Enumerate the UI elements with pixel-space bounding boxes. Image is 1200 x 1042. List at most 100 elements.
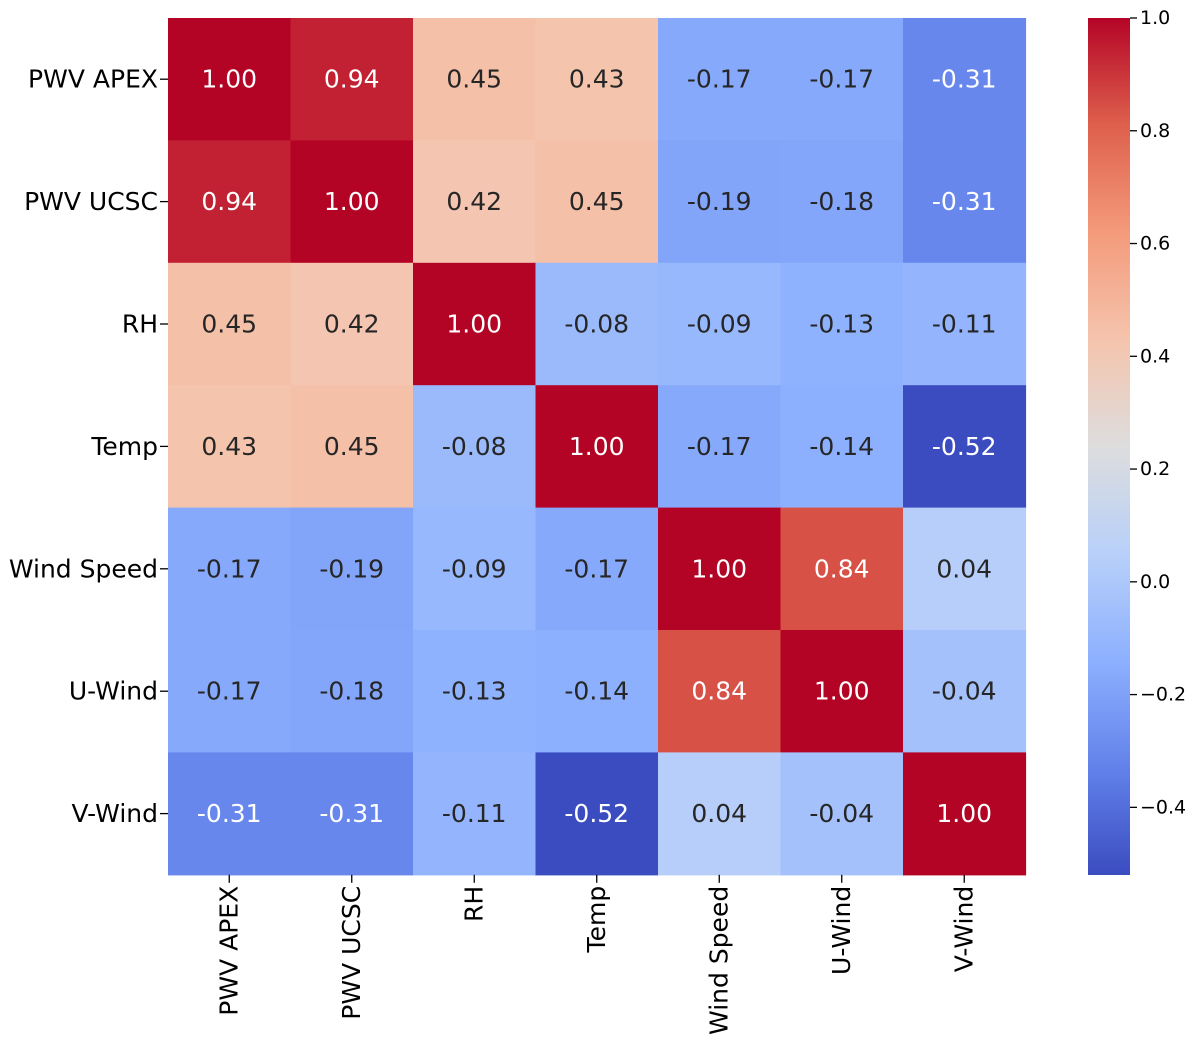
heatmap-cell-labels: 1.00 0.94 0.45 0.43 -0.17 -0.17 -0.31 0.94 1.00 0… [197, 65, 997, 828]
y-tick-label: U-Wind [69, 677, 158, 706]
heatmap-cell [658, 630, 782, 753]
heatmap-cell [290, 385, 414, 509]
heatmap-cell-label: -0.08 [564, 310, 629, 339]
heatmap-cell [535, 18, 659, 141]
heatmap-cell-label: -0.19 [687, 187, 752, 216]
heatmap-cell [168, 18, 292, 141]
y-tick-label: PWV APEX [28, 65, 158, 94]
heatmap-cell-label: 0.43 [201, 432, 257, 461]
heatmap-cell [903, 507, 1027, 631]
heatmap-cell [413, 262, 537, 386]
x-tick-label: V-Wind [950, 886, 979, 972]
heatmap-cell [780, 18, 904, 141]
colorbar-tick-label: 1.0 [1140, 7, 1170, 29]
y-tick-label: Wind Speed [9, 554, 158, 583]
heatmap-cell-label: 0.04 [691, 799, 747, 828]
heatmap-cell [535, 507, 659, 631]
heatmap-cell-label: -0.04 [809, 799, 874, 828]
heatmap-cell [903, 18, 1027, 141]
heatmap-cell [290, 507, 414, 631]
colorbar-tick-label: −0.2 [1140, 684, 1186, 706]
heatmap-cell [780, 262, 904, 386]
heatmap-cell-label: 0.45 [446, 65, 502, 94]
heatmap-cell [535, 262, 659, 386]
colorbar-tick-label: 0.4 [1140, 345, 1170, 367]
heatmap-cell [658, 752, 782, 876]
x-tick-label: Temp [582, 886, 611, 954]
heatmap-cells [168, 18, 1027, 876]
heatmap-cell-label: -0.14 [809, 432, 874, 461]
heatmap-cell [780, 140, 904, 264]
heatmap-cell [903, 752, 1027, 876]
colorbar-gradient [1088, 18, 1130, 875]
heatmap-cell-label: -0.13 [442, 677, 507, 706]
heatmap-cell-label: 0.42 [324, 310, 380, 339]
heatmap-cell-label: 0.45 [569, 187, 625, 216]
colorbar-tick-label: 0.2 [1140, 458, 1170, 480]
x-tick-label: U-Wind [827, 886, 856, 975]
heatmap-cell-label: -0.11 [932, 310, 997, 339]
heatmap-cell-label: 0.43 [569, 65, 625, 94]
heatmap-cell [168, 752, 292, 876]
heatmap-cell-label: 0.84 [814, 554, 870, 583]
heatmap-cell [168, 507, 292, 631]
heatmap-cell [413, 18, 537, 141]
heatmap-cell [903, 630, 1027, 753]
heatmap-cell [903, 262, 1027, 386]
heatmap-cell-label: 1.00 [936, 799, 992, 828]
heatmap-cell-label: -0.11 [442, 799, 507, 828]
heatmap-cell [413, 385, 537, 509]
heatmap-cell [290, 752, 414, 876]
heatmap-cell-label: -0.31 [932, 187, 997, 216]
heatmap-cell-label: -0.31 [197, 799, 262, 828]
x-tick-label: Wind Speed [705, 886, 734, 1035]
heatmap-cell-label: -0.08 [442, 432, 507, 461]
heatmap-cell-label: -0.17 [687, 432, 752, 461]
heatmap-cell [658, 507, 782, 631]
heatmap-cell [903, 385, 1027, 509]
heatmap-cell-label: -0.17 [564, 554, 629, 583]
heatmap-cell-label: 0.45 [324, 432, 380, 461]
y-tick-label: Temp [90, 432, 158, 461]
heatmap-cell [413, 630, 537, 753]
heatmap-cell [290, 630, 414, 753]
heatmap-cell-label: 0.84 [691, 677, 747, 706]
heatmap-cell-label: -0.52 [564, 799, 629, 828]
heatmap-cell-label: 0.45 [201, 310, 257, 339]
heatmap-cell-label: -0.09 [687, 310, 752, 339]
heatmap-cell-label: 0.94 [324, 65, 380, 94]
heatmap-cell-label: 1.00 [201, 65, 257, 94]
heatmap-cell [413, 140, 537, 264]
heatmap-cell-label: -0.17 [809, 65, 874, 94]
heatmap-cell [780, 630, 904, 753]
heatmap-cell [168, 630, 292, 753]
colorbar-tick-label: −0.4 [1140, 796, 1186, 818]
y-tick-label: V-Wind [72, 799, 158, 828]
heatmap-cell-label: 1.00 [324, 187, 380, 216]
heatmap-cell-label: 1.00 [446, 310, 502, 339]
heatmap-cell [290, 18, 414, 141]
heatmap-cell-label: -0.17 [197, 554, 262, 583]
heatmap-cell-label: -0.19 [319, 554, 384, 583]
heatmap-cell [413, 752, 537, 876]
heatmap-cell-label: -0.17 [197, 677, 262, 706]
heatmap-cell-label: -0.18 [319, 677, 384, 706]
colorbar-ticks: 1.0 0.8 0.6 0.4 0.2 0.0 −0.2 −0.4 [1130, 7, 1186, 818]
heatmap-cell-label: -0.31 [932, 65, 997, 94]
x-tick-label: RH [460, 886, 489, 922]
heatmap-cell [535, 140, 659, 264]
heatmap-cell [168, 262, 292, 386]
heatmap-cell [780, 385, 904, 509]
heatmap-cell [658, 140, 782, 264]
heatmap-cell [535, 752, 659, 876]
heatmap-cell [780, 507, 904, 631]
heatmap-cell-label: 0.04 [936, 554, 992, 583]
heatmap-cell [658, 262, 782, 386]
heatmap-cell-label: 1.00 [814, 677, 870, 706]
heatmap-cell [535, 385, 659, 509]
heatmap-cell [168, 140, 292, 264]
heatmap-cell [658, 385, 782, 509]
heatmap-cell-label: 1.00 [569, 432, 625, 461]
heatmap-cell [290, 140, 414, 264]
